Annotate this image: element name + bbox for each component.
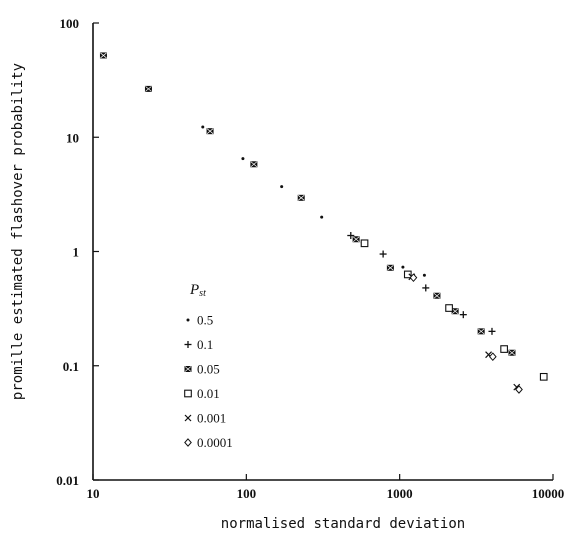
point-dot [401,265,405,269]
x-tick-label: 10000 [532,486,565,501]
y-tick-label: 0.1 [63,359,79,374]
point-square-filled [297,194,305,201]
point-dot [201,125,205,129]
x-tick-label: 10 [87,486,100,501]
legend-label: 0.001 [197,411,226,426]
point-dot [422,273,426,277]
point-square-open [403,270,412,279]
point-square-open [445,304,453,312]
point-square-filled [477,328,485,335]
legend-marker-dot [186,318,190,322]
point-plus [488,327,496,335]
data-points [99,52,548,394]
y-tick-label: 10 [66,130,79,145]
y-tick-label: 0.01 [56,473,79,488]
legend-item: 0.1 [184,337,213,352]
legend-marker-square-open [184,389,192,398]
point-dot [280,185,284,189]
legend-label: 0.05 [197,362,220,377]
legend-item: 0.05 [184,362,220,377]
legend-label: 0.5 [197,313,213,328]
legend-item: 0.001 [184,411,226,426]
y-tick-label: 1 [73,245,80,260]
point-square-filled [451,308,459,315]
legend-item: 0.0001 [184,435,233,450]
legend-marker-square-filled [184,366,192,372]
legend-label: 0.1 [197,337,213,352]
legend-label: 0.0001 [197,435,233,450]
point-square-filled [352,236,360,243]
point-square-filled [250,161,258,168]
point-diamond-open [515,385,523,394]
tick-labels: 10 100 1000 10000 0.01 0.1 1 10 100 [56,16,564,501]
tick-marks [92,22,554,481]
point-square-open [360,239,369,248]
point-square-filled [206,128,214,135]
x-axis-title: normalised standard deviation [221,516,465,532]
legend-marker-diamond-open [184,438,192,447]
point-square-filled [99,52,107,59]
legend-item: 0.5 [186,313,213,328]
point-plus [347,232,355,240]
legend-label: 0.01 [197,386,220,401]
point-dot [241,157,245,161]
legend-title: Pst [189,282,206,299]
x-tick-label: 100 [237,486,257,501]
legend-title-main: P [189,282,199,298]
y-tick-label: 100 [60,16,80,31]
x-tick-label: 1000 [387,486,413,501]
legend-item: 0.01 [184,386,220,401]
legend-title-subscript: st [199,288,206,299]
point-square-open [500,345,508,353]
point-diamond-open [488,352,497,362]
point-plus [422,284,430,292]
point-square-filled [433,292,441,299]
y-axis-title: promille estimated flashover probability [10,63,26,400]
point-square-filled [508,349,516,356]
point-plus [379,250,387,258]
point-plus [459,311,467,319]
legend-marker-x [184,414,192,422]
point-dot [320,215,324,219]
point-square-filled [386,264,394,271]
legend: Pst 0.5 0.1 0.05 0.01 0.001 0.0001 [184,282,233,450]
point-diamond-open [409,273,418,283]
axes [92,23,553,481]
point-square-filled [144,85,152,92]
legend-marker-plus [184,341,192,348]
point-square-open [539,372,548,381]
